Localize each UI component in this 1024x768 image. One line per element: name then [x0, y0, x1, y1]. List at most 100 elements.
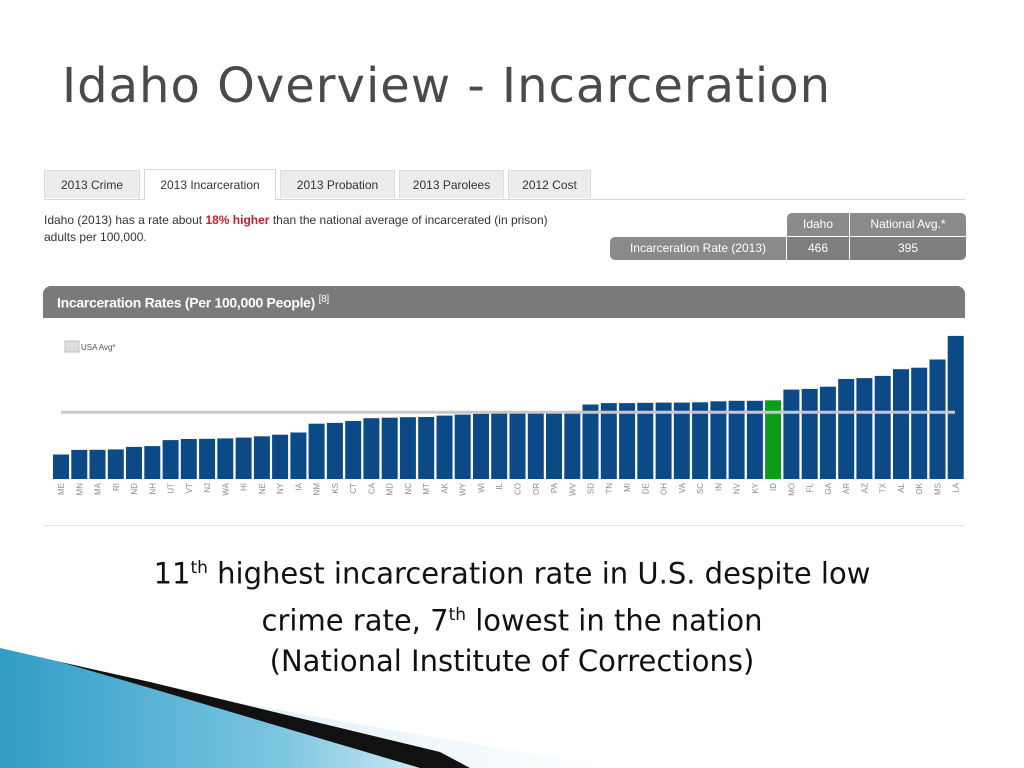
tick-label-nh: NH — [148, 483, 157, 495]
tick-label-vt: VT — [185, 483, 194, 493]
caption-line2-text: crime rate, 7 — [261, 603, 449, 638]
caption-line3-source: (National Institute of Corrections) — [269, 644, 755, 679]
bar-il — [491, 413, 508, 479]
bar-wv — [564, 410, 581, 479]
bar-ky — [746, 400, 763, 479]
bar-sd — [582, 404, 599, 479]
tick-label-nv: NV — [733, 482, 742, 494]
rate-table-header-idaho: Idaho — [787, 213, 849, 236]
tick-label-tx: TX — [879, 482, 888, 493]
bar-tn — [600, 403, 617, 479]
bar-fl — [801, 388, 818, 479]
bar-wi — [473, 413, 489, 479]
tick-label-nd: ND — [130, 483, 139, 495]
tick-label-hi: HI — [240, 483, 249, 491]
bar-wy — [454, 414, 471, 479]
swoosh-dark-stroke — [60, 662, 470, 768]
summary-text: Idaho (2013) has a rate about 18% higher… — [44, 212, 564, 246]
tick-label-oh: OH — [660, 483, 669, 495]
tick-label-de: DE — [641, 483, 650, 494]
tick-label-ar: AR — [842, 483, 851, 494]
bar-ut — [162, 440, 179, 479]
legend-swatch — [64, 340, 80, 353]
tick-label-wy: WY — [459, 482, 468, 496]
tick-label-al: AL — [897, 482, 906, 492]
bar-ga — [819, 386, 836, 479]
bar-sc — [692, 402, 709, 479]
chart-title-ref: [8] — [318, 294, 330, 305]
bar-nj — [199, 438, 216, 479]
tick-label-ut: UT — [167, 483, 176, 494]
tick-label-ky: KY — [751, 482, 760, 493]
tick-label-md: MD — [386, 483, 395, 496]
caption-line1-number: 11 — [153, 556, 191, 591]
tick-label-me: ME — [57, 483, 66, 495]
tick-label-tn: TN — [605, 483, 614, 494]
chart-title-text: Incarceration Rates (Per 100,000 People) — [57, 294, 316, 311]
tick-label-nj: NJ — [203, 483, 212, 493]
rate-table-idaho-value: 466 — [787, 237, 849, 260]
caption-line1-text: highest incarceration rate in U.S. despi… — [207, 556, 871, 591]
tick-label-id: ID — [769, 483, 778, 491]
caption-line2-suffix: th — [448, 604, 467, 625]
rate-table: Idaho National Avg.* Incarceration Rate … — [610, 213, 966, 261]
tab-2013-probation[interactable]: 2013 Probation — [280, 170, 395, 198]
tab-2013-incarceration[interactable]: 2013 Incarceration — [144, 169, 276, 200]
bar-ok — [911, 367, 928, 479]
tab-2013-parolees[interactable]: 2013 Parolees — [399, 170, 504, 198]
bar-id — [765, 400, 782, 479]
decorative-swoosh — [0, 648, 620, 768]
tab-bar: 2013 Crime 2013 Incarceration 2013 Proba… — [44, 169, 965, 200]
bar-de — [637, 402, 654, 479]
tick-label-ma: MA — [94, 482, 103, 495]
bar-ak — [436, 415, 453, 479]
tick-label-mt: MT — [422, 483, 431, 495]
tick-label-az: AZ — [860, 483, 869, 493]
bar-ri — [107, 449, 124, 479]
bar-ia — [290, 432, 307, 479]
bar-or — [527, 411, 544, 479]
rate-table-national-value: 395 — [850, 237, 966, 260]
tick-label-mn: MN — [75, 483, 84, 496]
bar-oh — [655, 402, 672, 479]
bar-ma — [89, 449, 106, 479]
tab-2012-cost[interactable]: 2012 Cost — [508, 170, 591, 198]
tick-label-ga: GA — [824, 482, 833, 494]
chart-bottom-divider — [43, 525, 965, 526]
bar-nh — [144, 446, 161, 479]
bar-vt — [180, 439, 197, 479]
bar-ct — [345, 421, 362, 479]
bar-ca — [363, 418, 380, 479]
bar-ms — [929, 359, 946, 479]
summary-text-after: than the national average of incarcerate… — [44, 213, 548, 244]
bar-ar — [838, 379, 855, 479]
chart-header: Incarceration Rates (Per 100,000 People)… — [43, 286, 965, 318]
tick-label-ks: KS — [331, 483, 340, 494]
tick-label-va: VA — [678, 482, 687, 493]
bar-la — [947, 335, 964, 479]
summary-highlight: 18% higher — [205, 213, 270, 227]
bar-mn — [71, 449, 88, 479]
tick-label-nm: NM — [313, 483, 322, 496]
tick-label-mo: MO — [787, 483, 796, 496]
bar-co — [509, 411, 526, 479]
tick-label-ok: OK — [915, 482, 924, 494]
summary-text-before: Idaho (2013) has a rate about — [44, 213, 206, 227]
tick-label-pa: PA — [550, 482, 559, 493]
bar-ny — [272, 434, 289, 479]
bar-az — [856, 378, 873, 479]
bar-va — [673, 402, 690, 479]
bar-mi — [619, 403, 636, 479]
tab-2013-crime[interactable]: 2013 Crime — [44, 170, 140, 198]
tick-label-ri: RI — [112, 483, 121, 491]
tick-label-ak: AK — [441, 482, 450, 493]
slide-caption: 11 th highest incarceration rate in U.S. … — [60, 548, 964, 682]
bar-ks — [326, 422, 343, 479]
tick-label-sc: SC — [696, 483, 705, 494]
caption-line2-rest: lowest in the nation — [466, 603, 763, 638]
bar-nc — [399, 417, 416, 479]
tick-label-co: CO — [514, 483, 523, 495]
tick-label-fl: FL — [806, 482, 815, 492]
bar-mt — [418, 417, 435, 479]
bar-tx — [874, 375, 891, 479]
